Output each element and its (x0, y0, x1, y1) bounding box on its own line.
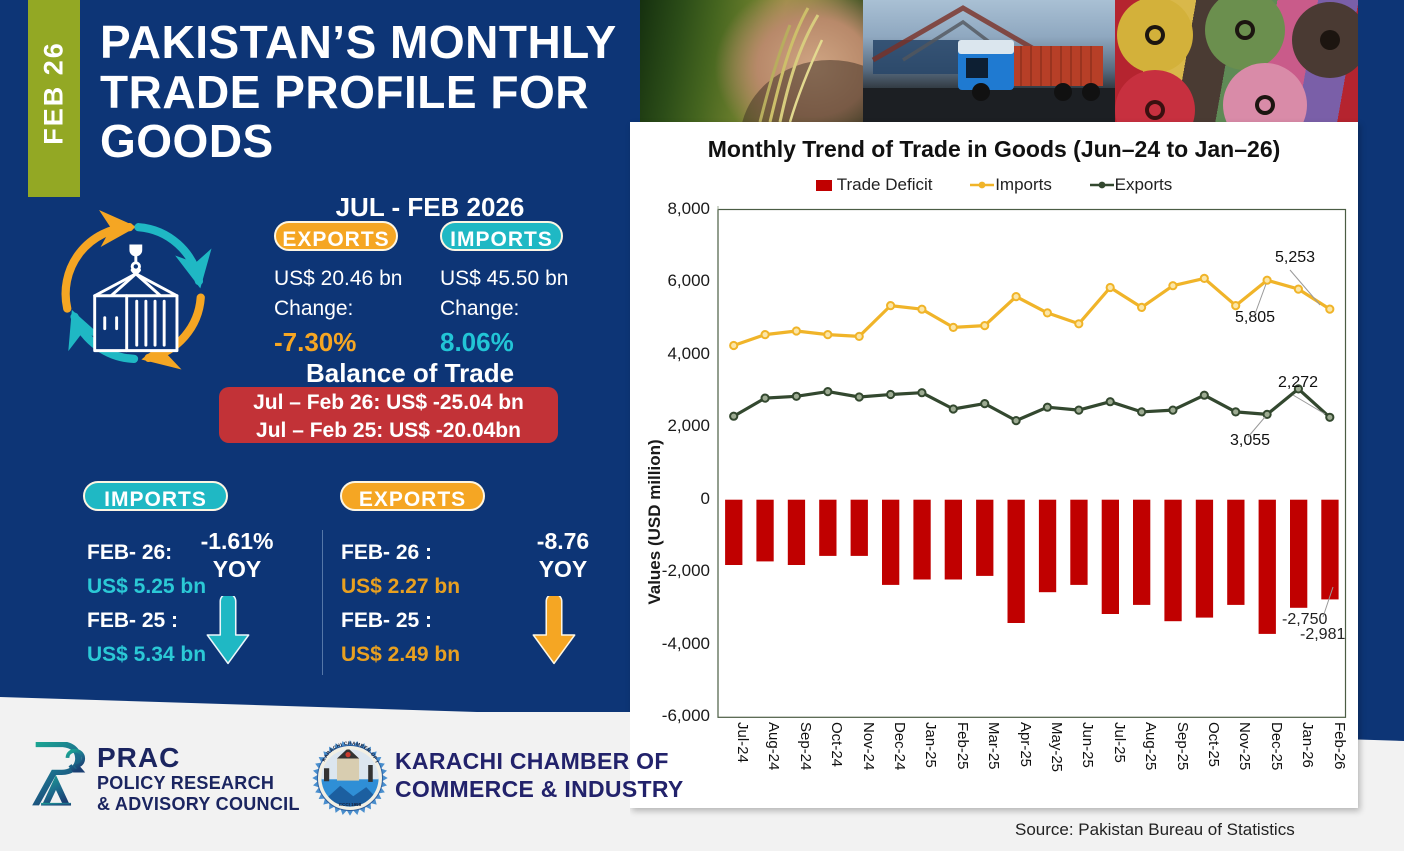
svg-text:2,000: 2,000 (667, 416, 710, 435)
svg-text:Jan-25: Jan-25 (922, 722, 939, 768)
svg-text:Values (USD million): Values (USD million) (645, 439, 664, 604)
svg-text:8,000: 8,000 (667, 199, 710, 218)
svg-text:Dec-24: Dec-24 (891, 722, 908, 770)
svg-text:Jun-25: Jun-25 (1079, 722, 1096, 768)
svg-text:CCCI 1958: CCCI 1958 (339, 802, 362, 807)
svg-text:-6,000: -6,000 (662, 706, 710, 725)
svg-text:-2,000: -2,000 (662, 561, 710, 580)
svg-text:Feb-26: Feb-26 (1331, 722, 1348, 770)
svg-text:Aug-25: Aug-25 (1142, 722, 1159, 770)
svg-text:Jul-25: Jul-25 (1111, 722, 1128, 763)
svg-text:Aug-24: Aug-24 (765, 722, 782, 770)
svg-text:5,805: 5,805 (1235, 309, 1275, 326)
svg-text:Nov-24: Nov-24 (860, 722, 877, 770)
svg-text:Oct-24: Oct-24 (828, 722, 845, 767)
svg-text:May-25: May-25 (1048, 722, 1065, 772)
svg-text:Dec-25: Dec-25 (1268, 722, 1285, 770)
svg-text:Oct-25: Oct-25 (1205, 722, 1222, 767)
svg-text:5,253: 5,253 (1275, 249, 1315, 266)
svg-text:Sep-24: Sep-24 (797, 722, 814, 770)
svg-text:-4,000: -4,000 (662, 634, 710, 653)
svg-text:6,000: 6,000 (667, 271, 710, 290)
svg-text:Jul-24: Jul-24 (734, 722, 751, 763)
svg-text:Mar-25: Mar-25 (985, 722, 1002, 770)
svg-text:2,272: 2,272 (1278, 374, 1318, 391)
svg-text:Nov-25: Nov-25 (1236, 722, 1253, 770)
svg-text:Apr-25: Apr-25 (1017, 722, 1034, 767)
svg-text:Sep-25: Sep-25 (1174, 722, 1191, 770)
svg-text:0: 0 (701, 489, 710, 508)
svg-text:-2,981: -2,981 (1300, 626, 1345, 643)
svg-text:Jan-26: Jan-26 (1299, 722, 1316, 768)
svg-text:4,000: 4,000 (667, 344, 710, 363)
svg-text:Feb-25: Feb-25 (954, 722, 971, 770)
